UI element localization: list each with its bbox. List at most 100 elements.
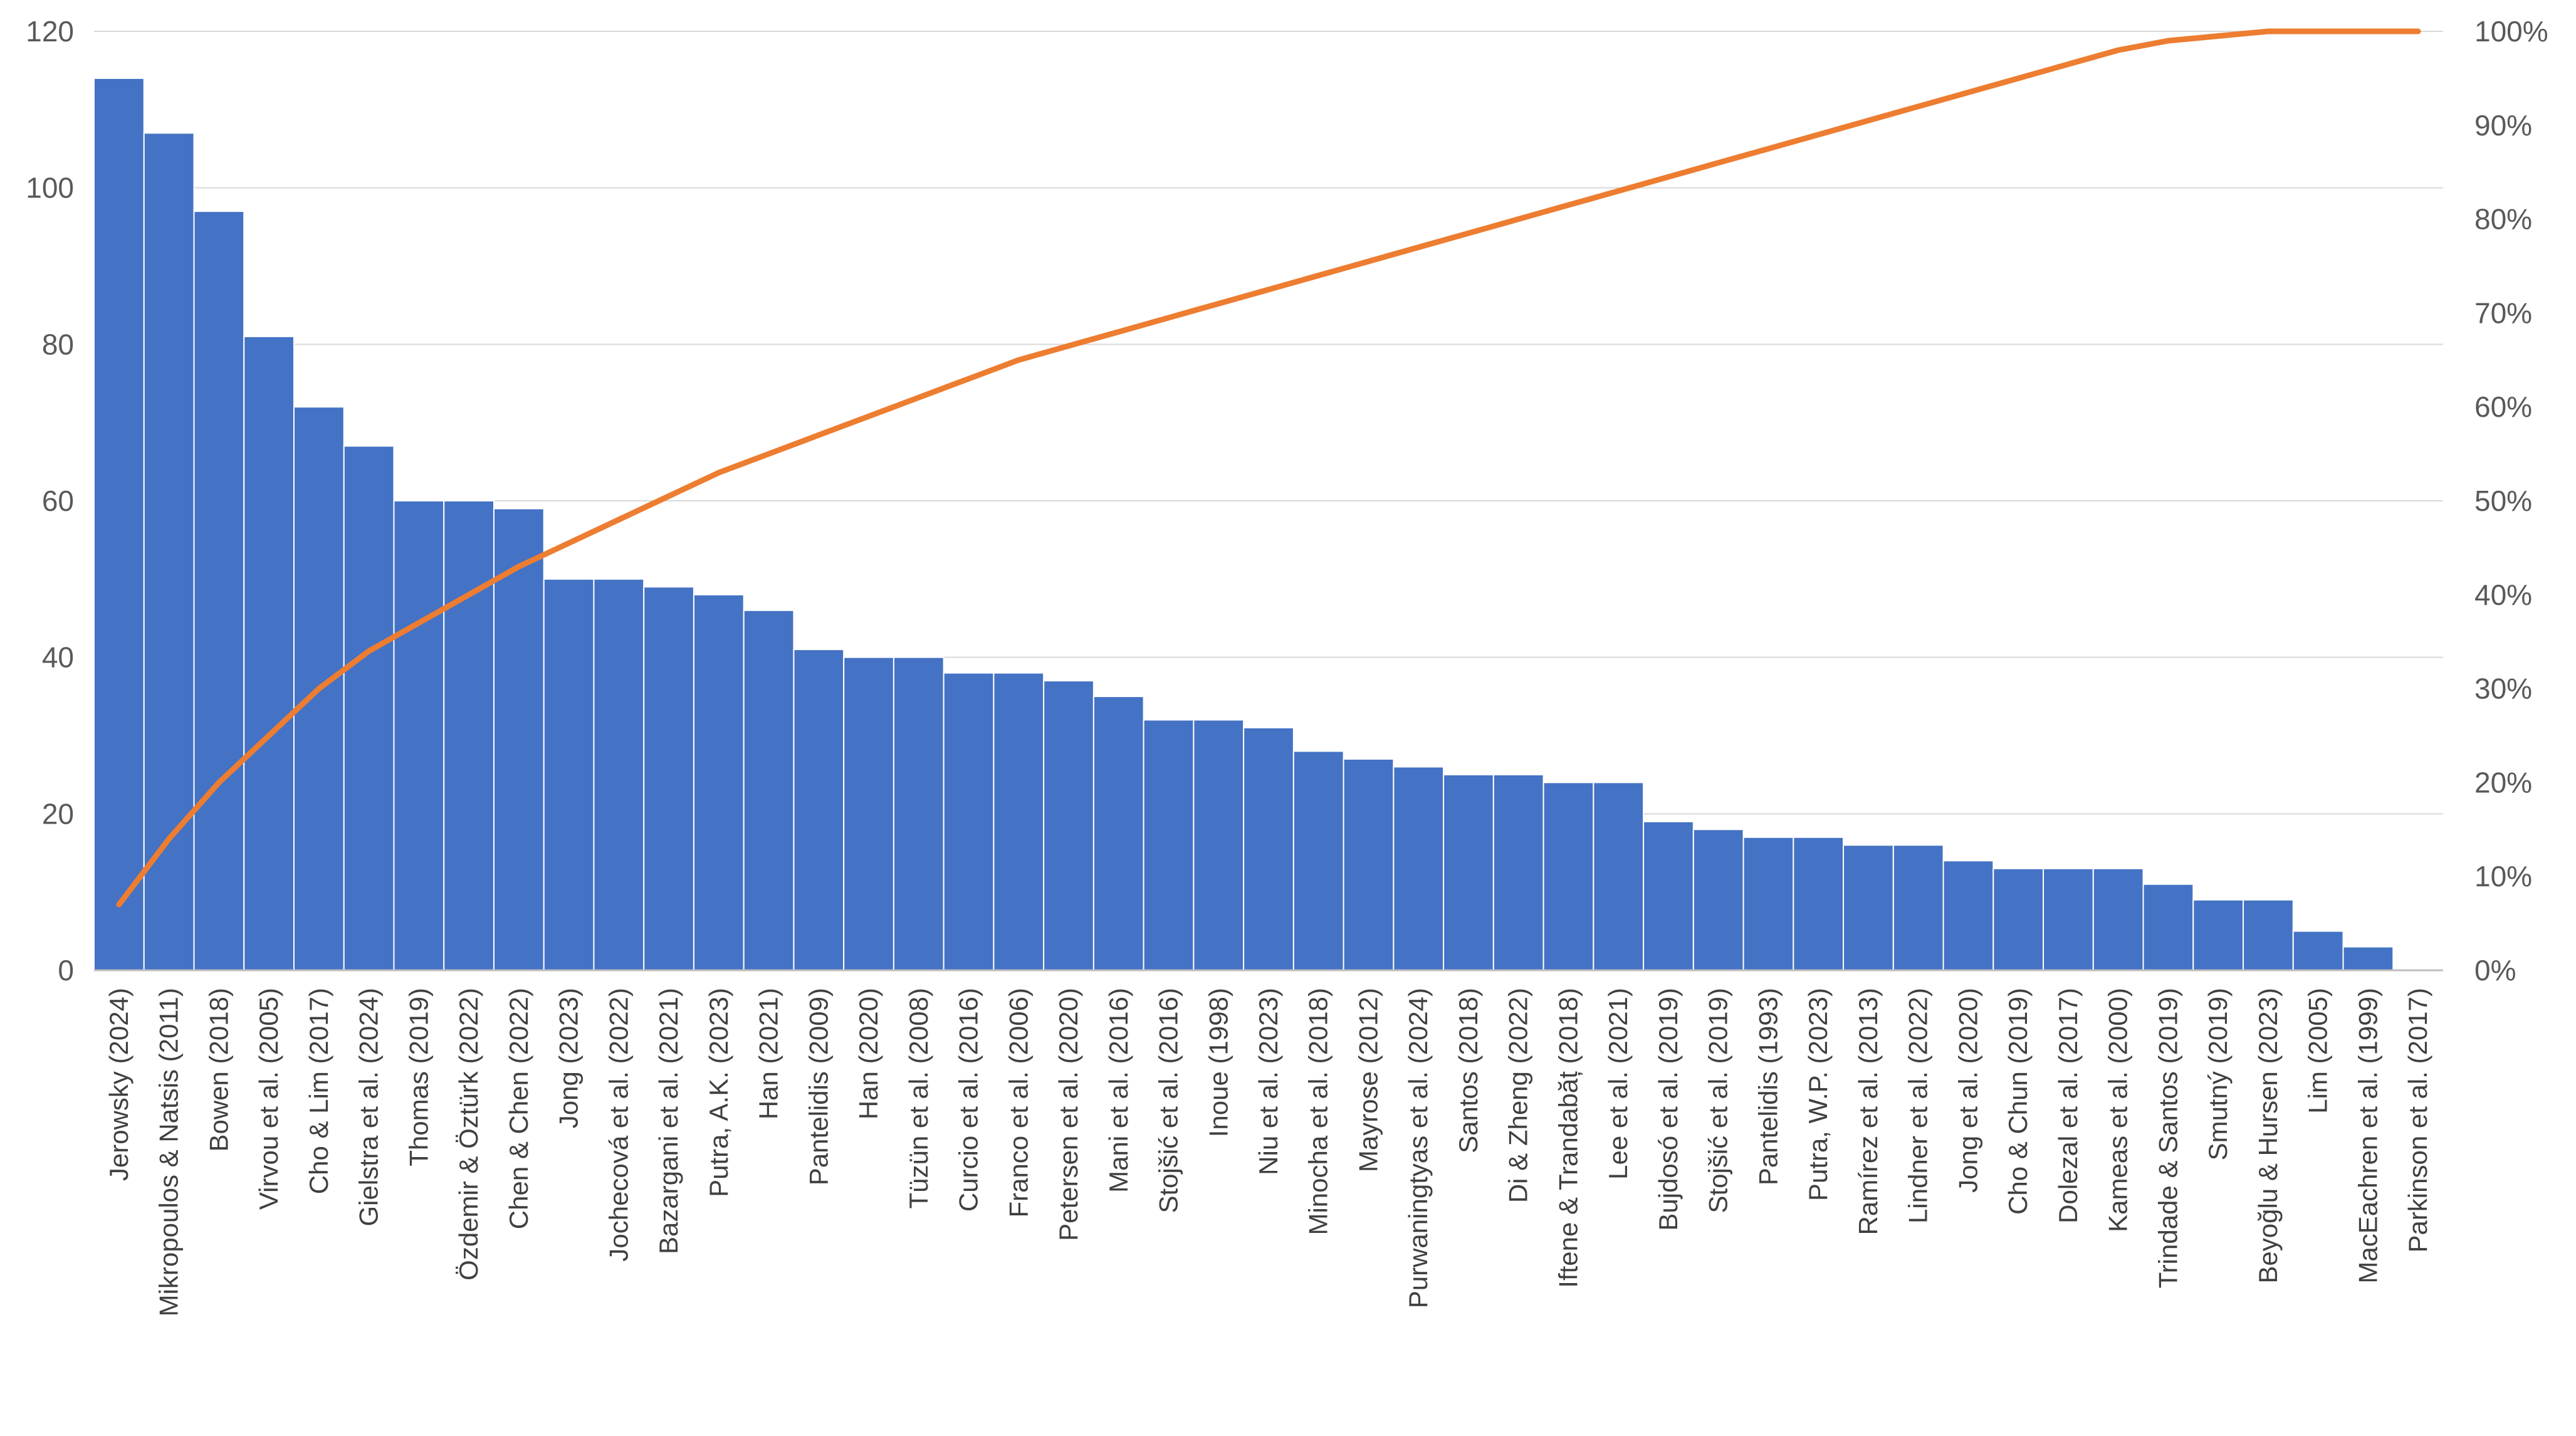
bar — [1343, 758, 1395, 971]
bar — [393, 500, 445, 971]
category-label: Trindade & Santos (2019) — [2153, 988, 2182, 1288]
category-label: Santos (2018) — [1453, 988, 1483, 1153]
bar — [1843, 844, 1894, 972]
bar — [2342, 946, 2394, 972]
category-label: Han (2021) — [754, 988, 783, 1119]
category-label: Mayrose (2012) — [1354, 988, 1383, 1172]
bar — [2192, 899, 2244, 972]
category-label: Niu et al. (2023) — [1254, 988, 1283, 1175]
category-label: Mani et al. (2016) — [1104, 988, 1133, 1193]
bar — [1092, 696, 1144, 972]
bar — [893, 656, 945, 971]
category-label: Iftene & Trandabăț (2018) — [1554, 988, 1583, 1288]
bar — [1992, 867, 2045, 972]
right-tick-label: 20% — [2474, 766, 2532, 799]
bar — [1492, 773, 1544, 971]
right-tick-label: 70% — [2474, 296, 2532, 329]
right-tick-label: 0% — [2474, 954, 2516, 987]
bar — [443, 500, 495, 971]
category-label: Virvou et al. (2005) — [254, 988, 283, 1210]
right-tick-label: 60% — [2474, 390, 2532, 423]
category-label: Stojšić et al. (2019) — [1704, 988, 1733, 1213]
bar — [2043, 867, 2094, 972]
left-tick-label: 120 — [26, 15, 74, 48]
category-label: Lee et al. (2021) — [1603, 988, 1633, 1180]
category-label: Cho & Lim (2017) — [304, 988, 333, 1194]
category-label: Gielstra et al. (2024) — [354, 988, 384, 1227]
category-label: Jong et al. (2020) — [1953, 988, 1982, 1193]
bar — [2092, 867, 2144, 972]
bar — [993, 672, 1045, 971]
left-tick-label: 0 — [58, 954, 74, 987]
bar — [2292, 930, 2344, 972]
category-label: Bowen (2018) — [204, 988, 233, 1152]
category-label: Parkinson et al. (2017) — [2403, 988, 2432, 1253]
bar — [2243, 899, 2294, 972]
bar — [593, 578, 645, 971]
category-label: Smutný (2019) — [2203, 988, 2233, 1160]
bar — [1942, 860, 1994, 971]
bar — [1542, 782, 1594, 972]
category-label: Franco et al. (2006) — [1003, 988, 1033, 1218]
category-label: Pantelidis (2009) — [804, 988, 833, 1185]
category-label: Bujdosó et al. (2019) — [1653, 988, 1683, 1231]
bar — [1443, 773, 1494, 971]
category-label: Putra, A.K. (2023) — [704, 988, 733, 1197]
bar — [1793, 836, 1845, 971]
bar — [93, 77, 145, 971]
right-tick-label: 50% — [2474, 485, 2532, 517]
bar-series — [93, 77, 2394, 972]
left-tick-label: 100 — [26, 172, 74, 204]
category-label: Dolezal et al. (2017) — [2053, 988, 2083, 1224]
right-tick-label: 80% — [2474, 203, 2532, 236]
right-tick-label: 30% — [2474, 673, 2532, 705]
category-label: Lim (2005) — [2303, 988, 2333, 1114]
category-label: Mikropoulos & Natsis (2011) — [154, 988, 184, 1316]
category-label: Di & Zheng (2022) — [1504, 988, 1533, 1203]
bar — [743, 609, 795, 971]
bar — [1593, 782, 1645, 972]
bar — [1243, 727, 1294, 972]
category-label: Lindner et al. (2022) — [1903, 988, 1933, 1224]
bar — [1742, 836, 1794, 971]
category-label: Chen & Chen (2022) — [504, 988, 533, 1229]
bar — [1892, 844, 1944, 972]
bar — [243, 335, 295, 971]
category-label: Jong (2023) — [554, 988, 584, 1128]
bar — [2142, 883, 2194, 972]
category-label: Han (2020) — [854, 988, 883, 1119]
bar — [343, 445, 395, 971]
bar — [1643, 820, 1694, 971]
category-label: Jochecová et al. (2022) — [604, 988, 633, 1262]
right-tick-label: 100% — [2474, 15, 2548, 48]
category-label: MacEachren et al. (1999) — [2353, 988, 2382, 1284]
right-tick-label: 90% — [2474, 109, 2532, 142]
bar — [193, 211, 245, 971]
bar — [1393, 766, 1445, 972]
bar — [943, 672, 995, 971]
bar — [643, 586, 694, 971]
category-label: Beyoğlu & Hursen (2023) — [2253, 988, 2283, 1284]
bar — [1143, 719, 1195, 971]
bar — [793, 649, 845, 972]
category-label: Thomas (2019) — [404, 988, 433, 1166]
category-labels: Jerowsky (2024) Mikropoulos & Natsis (201… — [104, 988, 2432, 1316]
category-label: Jerowsky (2024) — [104, 988, 134, 1181]
category-label: Minocha et al. (2018) — [1304, 988, 1333, 1235]
left-axis-ticks: 0 20 40 60 80 100 120 — [26, 15, 74, 987]
category-label: Bazargani et al. (2021) — [654, 988, 683, 1254]
category-label: Inoue (1998) — [1203, 988, 1233, 1137]
category-label: Purwaningtyas et al. (2024) — [1403, 988, 1433, 1308]
bar — [543, 578, 595, 971]
bar — [693, 594, 745, 971]
left-tick-label: 40 — [42, 641, 74, 674]
category-label: Tüzün et al. (2008) — [904, 988, 933, 1209]
bar — [1692, 829, 1744, 972]
right-tick-label: 10% — [2474, 860, 2532, 893]
category-label: Pantelidis (1993) — [1753, 988, 1783, 1185]
bar — [1043, 680, 1094, 972]
left-tick-label: 60 — [42, 485, 74, 517]
category-label: Kameas et al. (2000) — [2103, 988, 2133, 1232]
bar — [493, 508, 545, 971]
